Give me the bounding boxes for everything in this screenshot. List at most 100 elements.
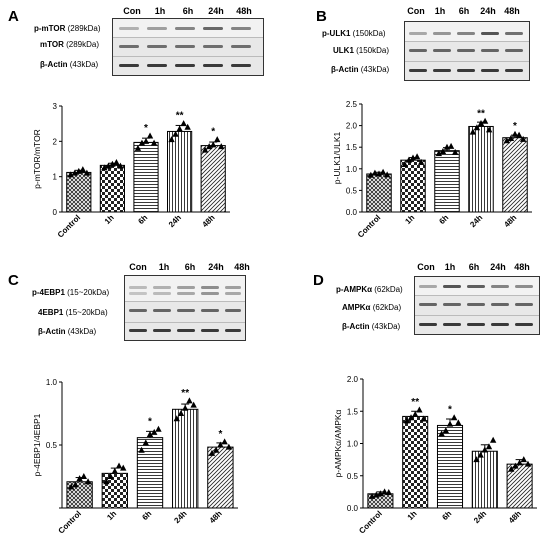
- data-point: [138, 446, 145, 453]
- data-point: [177, 410, 185, 416]
- data-point: [435, 150, 443, 157]
- bar: [66, 171, 92, 213]
- lane-label: 48h: [514, 262, 530, 272]
- data-point: [67, 483, 75, 490]
- bar: [502, 137, 528, 213]
- data-point: [120, 464, 127, 471]
- data-point: [515, 131, 523, 138]
- bar: [172, 408, 199, 509]
- band: [409, 32, 427, 35]
- data-point: [217, 441, 224, 448]
- band: [419, 285, 437, 288]
- protein-name: β-Actin: [342, 322, 370, 331]
- data-point: [151, 428, 158, 435]
- y-tick-label: 0.5: [347, 472, 359, 481]
- data-point: [489, 436, 497, 443]
- lane-label: 1h: [444, 262, 456, 272]
- band: [225, 329, 241, 332]
- bar: [366, 173, 392, 213]
- blot-row-label: p-4EBP1 (15~20kDa): [32, 288, 109, 297]
- band: [153, 309, 171, 312]
- molecular-weight: (15~20kDa): [63, 308, 108, 317]
- band: [119, 45, 139, 48]
- band: [177, 329, 195, 332]
- y-tick-label: 1.0: [46, 378, 58, 387]
- lane-label: Con: [407, 6, 425, 16]
- band: [491, 303, 509, 306]
- data-point: [180, 120, 187, 127]
- band: [467, 285, 485, 288]
- panel-letter-c: C: [8, 272, 19, 289]
- y-tick-label: 0.0: [346, 208, 358, 217]
- data-point: [511, 130, 519, 137]
- band: [481, 32, 499, 35]
- band: [175, 45, 195, 48]
- data-point: [208, 449, 216, 456]
- y-tick-label: 0: [53, 208, 58, 217]
- y-tick-label: 0.5: [46, 441, 58, 450]
- data-point: [212, 446, 220, 453]
- band: [457, 49, 475, 52]
- y-axis-label: p-ULK1/ULK1: [332, 132, 342, 185]
- data-point: [146, 132, 154, 139]
- band: [231, 64, 251, 67]
- significance-marker: *: [448, 405, 452, 416]
- data-point: [75, 167, 82, 174]
- category-label: Control: [56, 213, 82, 239]
- data-point: [210, 141, 217, 148]
- data-point: [377, 490, 384, 497]
- band: [433, 69, 451, 72]
- band: [129, 286, 147, 289]
- band: [491, 285, 509, 288]
- y-tick-label: 1.0: [346, 165, 358, 174]
- lane-label: 6h: [182, 6, 194, 16]
- data-point: [176, 125, 183, 132]
- blot-row-label: β-Actin (43kDa): [331, 65, 389, 74]
- panel-letter-a: A: [8, 8, 19, 25]
- data-point: [80, 473, 88, 479]
- molecular-weight: (62kDa): [372, 285, 403, 294]
- data-point: [379, 168, 387, 175]
- data-point: [407, 414, 415, 421]
- protein-name: p-AMPKα: [336, 285, 373, 294]
- data-point: [146, 431, 154, 437]
- data-point: [420, 415, 427, 422]
- band: [201, 309, 219, 312]
- data-point: [142, 439, 149, 446]
- bar: [167, 130, 193, 213]
- protein-name: mTOR: [40, 40, 64, 49]
- data-point: [439, 148, 447, 155]
- band: [201, 292, 219, 295]
- data-point: [451, 148, 459, 155]
- band: [457, 32, 475, 35]
- data-point: [520, 456, 527, 463]
- protein-name: ULK1: [333, 46, 354, 55]
- molecular-weight: (289kDa): [63, 40, 99, 49]
- data-point: [113, 159, 120, 166]
- band: [129, 292, 147, 295]
- category-label: Control: [356, 213, 382, 239]
- data-point: [182, 404, 189, 411]
- data-point: [450, 414, 458, 421]
- band: [203, 45, 223, 48]
- y-tick-label: 0.0: [347, 504, 359, 513]
- data-point: [473, 124, 481, 131]
- significance-marker: **: [411, 397, 419, 408]
- band: [433, 32, 451, 35]
- lane-label: 6h: [184, 262, 196, 272]
- category-label: 48h: [208, 509, 224, 525]
- band: [175, 27, 195, 30]
- data-point: [405, 156, 413, 163]
- data-point: [79, 166, 87, 173]
- data-point: [401, 160, 409, 167]
- significance-marker: *: [218, 429, 222, 440]
- y-tick-label: 1: [53, 173, 58, 182]
- significance-marker: *: [211, 127, 215, 138]
- data-point: [76, 475, 83, 482]
- band: [201, 329, 219, 332]
- bar: [133, 141, 159, 213]
- band: [225, 286, 241, 289]
- band: [481, 69, 499, 72]
- data-point: [503, 137, 511, 144]
